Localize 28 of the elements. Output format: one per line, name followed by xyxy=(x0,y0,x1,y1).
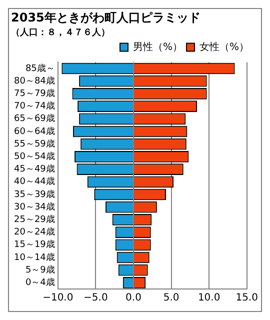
y-tick-label: 35～39歳 xyxy=(14,188,55,200)
chart-title: 2035年ときがわ町人口ピラミッド xyxy=(11,10,200,24)
y-tick-label: 0～4歳 xyxy=(25,277,55,288)
y-tick-label: 70～74歳 xyxy=(14,100,55,112)
y-tick-label: 20～24歳 xyxy=(14,226,55,238)
y-tick-label: 40～44歳 xyxy=(14,176,55,188)
legend-label: 女性（%） xyxy=(200,40,250,53)
y-tick-label: 45～49歳 xyxy=(14,164,55,175)
y-tick-label: 60～64歳 xyxy=(14,126,55,137)
y-tick-label: 80～84歳 xyxy=(14,75,55,86)
y-tick-label: 65～69歳 xyxy=(14,113,55,124)
y-tick-label: 25～29歳 xyxy=(14,214,55,226)
y-tick-label: 55～59歳 xyxy=(14,138,55,150)
y-tick-label: 15～19歳 xyxy=(14,239,55,250)
y-tick-label: 75～79歳 xyxy=(14,88,55,100)
legend-label: 男性（%） xyxy=(132,40,183,53)
y-tick-label: 30～34歳 xyxy=(14,201,55,212)
y-tick-label: 85歳～ xyxy=(25,62,55,74)
y-tick-label: 50～54歳 xyxy=(14,151,55,162)
x-tick-label: 15.0 xyxy=(236,292,258,304)
x-tick-label: 10.0 xyxy=(198,292,220,304)
y-tick-label: 10～14歳 xyxy=(14,252,55,263)
x-tick-label: 5.0 xyxy=(163,292,180,304)
x-tick-label: −5.0 xyxy=(84,292,108,304)
y-tick-label: 5～9歳 xyxy=(25,264,55,276)
x-tick-label: −10.0 xyxy=(42,292,74,304)
x-tick-label: 0.0 xyxy=(126,292,142,304)
chart-subtitle: （人口：８，４７６人） xyxy=(11,27,110,38)
